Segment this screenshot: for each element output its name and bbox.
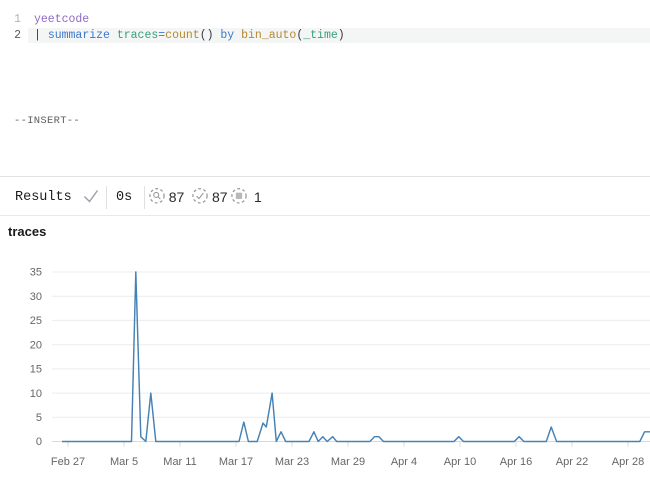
svg-text:Mar 29: Mar 29: [331, 456, 365, 468]
svg-text:30: 30: [30, 291, 42, 303]
svg-text:Mar 5: Mar 5: [110, 456, 138, 468]
svg-text:0: 0: [36, 436, 42, 448]
svg-text:Apr 22: Apr 22: [556, 456, 588, 468]
svg-text:5: 5: [36, 412, 42, 424]
svg-text:Mar 23: Mar 23: [275, 456, 309, 468]
svg-text:15: 15: [30, 364, 42, 376]
svg-text:Feb 27: Feb 27: [51, 456, 85, 468]
svg-text:10: 10: [30, 388, 42, 400]
svg-text:20: 20: [30, 339, 42, 351]
svg-text:35: 35: [30, 267, 42, 279]
svg-text:Apr 16: Apr 16: [500, 456, 532, 468]
svg-text:Apr 10: Apr 10: [444, 456, 476, 468]
svg-text:Mar 11: Mar 11: [163, 456, 196, 468]
svg-text:25: 25: [30, 315, 42, 327]
svg-text:Mar 17: Mar 17: [219, 456, 253, 468]
svg-text:Apr 28: Apr 28: [612, 456, 644, 468]
svg-text:Apr 4: Apr 4: [391, 456, 417, 468]
